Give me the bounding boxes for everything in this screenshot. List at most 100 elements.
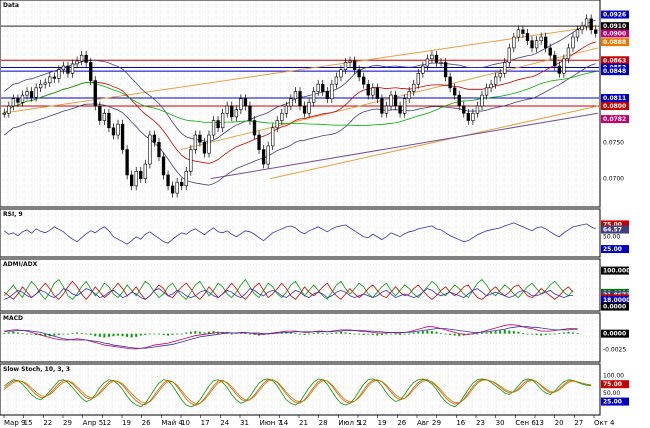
candle-body [2,112,6,115]
adx-panel: ADMI/ADX 100.000038.000031.867323.065118… [0,258,635,312]
candle-body [93,80,97,107]
macd-bar [567,331,570,334]
price-badge-label-0: 0.0926 [603,12,626,19]
macd-bar [540,333,543,336]
candle-body [43,82,47,85]
candle-body [594,29,598,34]
candle-body [207,134,211,154]
x-tick-label-13: Июн 7 [260,419,282,427]
price-badge-label-2: 0.0900 [603,30,626,37]
x-tick-label-5: 12 [102,419,111,427]
candle-body [534,40,539,49]
macd-bar [139,333,142,336]
price-badge-1 [601,22,629,31]
x-tick-label-11: 24 [220,419,229,427]
rsi-panel-frame [0,208,601,258]
adx-grid [1,260,599,310]
x-tick-label-18: 12 [358,419,367,427]
x-tick-label-28: 20 [555,419,564,427]
macd-bar [490,331,493,334]
macd-bar [380,333,383,335]
candle-body [321,83,325,92]
candle-body [507,47,511,63]
price-panel-frame [0,0,601,208]
adx-badges: 100.000038.000031.867323.065118.00000.00… [601,266,635,311]
x-tick-label-0: Мар 9 [4,419,25,427]
macd-bar [144,333,147,335]
macd-bar [494,331,497,334]
macd-bar [389,333,392,335]
candle-body [330,83,334,100]
macd-bar [526,333,529,335]
candle-body [289,98,293,107]
macd-bar [208,331,211,334]
candle-body [334,76,339,85]
macd-bar [294,333,297,334]
x-tick-label-2: 22 [43,419,52,427]
macd-bar [44,333,47,337]
candle-body [157,141,161,158]
candle-body [116,123,120,136]
price-badge-label-8: 0.0800 [603,103,626,110]
x-tick-label-15: 21 [299,419,308,427]
adx-badge-0 [601,266,629,275]
candle-body [111,127,116,136]
candle-body [525,33,530,41]
adx-series-2 [4,288,574,300]
macd-bar [253,333,256,335]
macd-bar [312,333,315,334]
price-badge-label-1: 0.0910 [603,23,626,30]
macd-bar [449,333,452,335]
candle-body [521,29,525,34]
macd-bar [3,333,6,334]
macd-bar [362,333,365,335]
macd-bar [480,333,483,334]
candle-body [34,87,38,98]
candle-body [125,149,129,176]
macd-bar [394,333,397,335]
macd-bar [335,332,338,334]
macd-bar [376,333,379,336]
macd-bar [553,333,556,335]
macd-bar [212,331,215,334]
adx-series-1 [4,280,574,300]
macd-bar [576,333,579,334]
x-tick-label-24: 23 [476,419,485,427]
macd-bar [7,332,10,334]
macd-bar [521,333,524,334]
rsi-badge-label-0: 75.00 [603,221,622,228]
macd-bar [180,333,183,335]
candle-body [348,60,352,63]
candle-body [311,91,316,103]
rsi-badge-label-2: 25.00 [603,246,622,253]
candle-body [148,134,152,165]
candle-body [357,69,361,78]
macd-bar [66,333,69,335]
macd-badges: 0.0000 [601,329,629,338]
macd-bar [176,333,179,335]
candle-body [16,98,20,103]
candle-body [475,105,480,114]
candle-body [443,62,448,78]
candle-body [298,91,302,107]
adx-badge-label-5: 0.0000 [603,304,626,311]
macd-bar [157,333,160,335]
x-tick-label-10: 17 [201,419,210,427]
candle-body [384,105,389,114]
candle-body [52,76,56,79]
candle-body [84,54,88,63]
candle-body [143,163,147,179]
price-badge-3 [601,38,629,47]
candle-body [170,185,175,194]
macd-bar [35,333,38,335]
adx-badge-5 [601,302,629,311]
macd-grid [1,314,599,362]
candle-body [280,112,284,121]
candle-body [412,83,416,92]
macd-bar [453,333,456,336]
x-tick-label-21: Авг 2 [417,419,436,427]
candle-body [439,62,443,64]
candle-body [25,91,29,96]
